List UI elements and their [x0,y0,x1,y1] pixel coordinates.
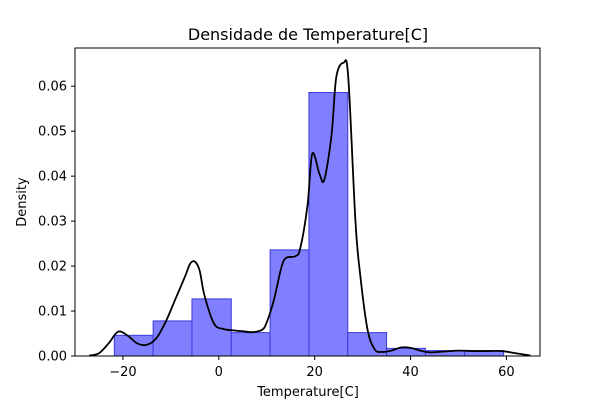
x-tick-label: 60 [498,365,515,380]
y-axis-label: Density [15,177,30,227]
y-tick-label: 0.04 [38,170,67,185]
histogram-bar-1 [152,320,193,357]
x-tick-label: 40 [402,365,419,380]
histogram-bars [113,92,505,357]
y-axis-ticks: 0.00 0.01 0.02 0.03 0.04 0.05 0.06 [38,80,75,365]
x-tick-label: 0 [215,365,223,380]
histogram-bar-3 [230,332,271,357]
histogram-bar-5 [308,92,349,357]
y-tick-label: 0.05 [38,125,67,140]
kde-line [89,59,531,357]
y-tick-label: 0.03 [38,215,67,230]
y-tick-label: 0.01 [38,305,67,320]
plot-frame [74,47,541,357]
x-tick-label: 20 [306,365,323,380]
x-axis-ticks: −20 0 20 40 60 [109,356,515,380]
x-axis-label: Temperature[C] [256,385,359,400]
chart-title: Densidade de Temperature[C] [188,25,428,44]
histogram-bar-2 [191,298,232,357]
histogram-bar-4 [269,249,310,357]
y-tick-label: 0.00 [38,350,67,365]
histogram-bar-0 [113,334,154,357]
y-tick-label: 0.02 [38,260,67,275]
y-tick-label: 0.06 [38,80,67,95]
x-tick-label: −20 [109,365,136,380]
